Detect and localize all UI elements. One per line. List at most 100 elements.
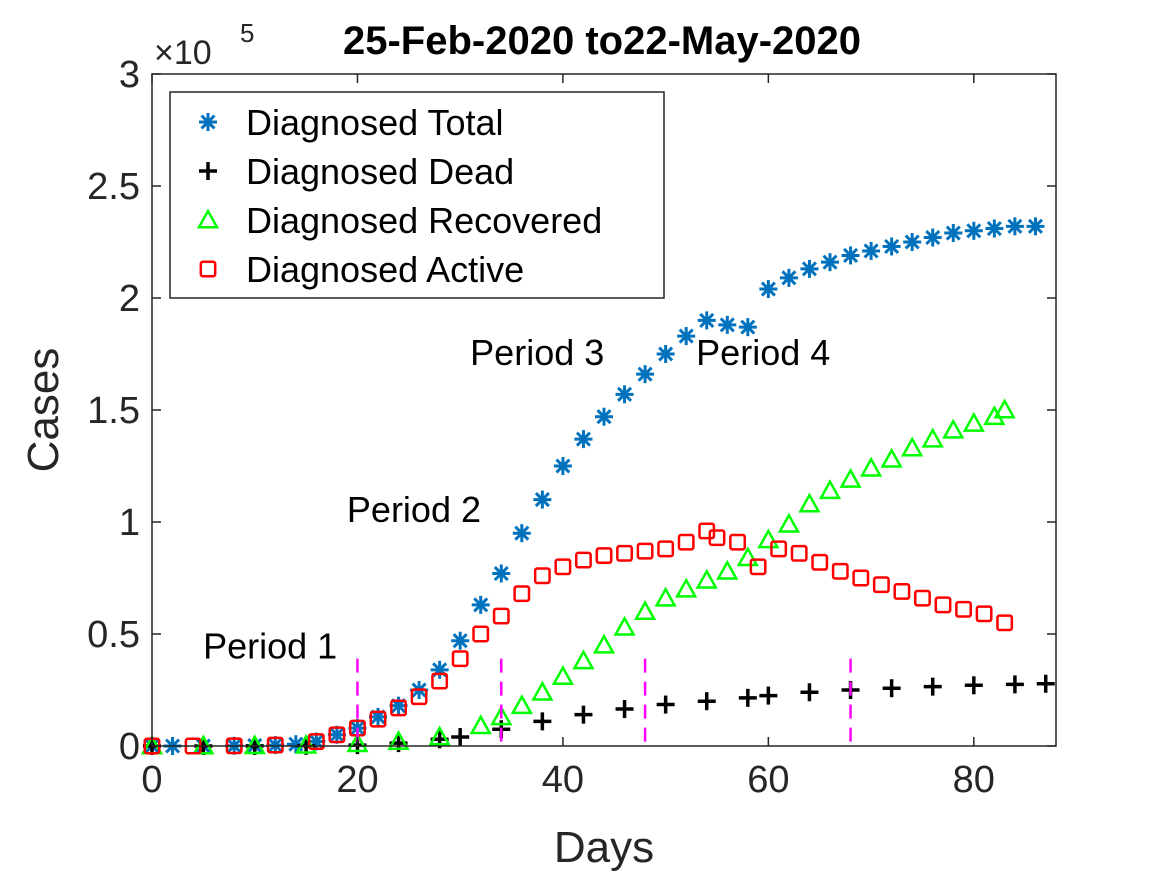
y-exponent-base: ×10 <box>154 34 212 72</box>
data-point-stroke <box>637 366 653 382</box>
x-tick-label: 80 <box>953 759 995 801</box>
legend-marker-stroke <box>200 114 216 130</box>
data-point <box>613 615 636 636</box>
legend-marker <box>199 260 217 278</box>
data-point <box>798 492 821 513</box>
data-point-stroke <box>822 254 838 270</box>
data-point <box>554 558 572 576</box>
data-point <box>770 540 788 558</box>
data-point <box>346 732 369 753</box>
data-point <box>512 524 531 543</box>
y-tick-label: 1 <box>119 502 140 544</box>
data-point <box>266 736 284 754</box>
data-point <box>1036 674 1055 693</box>
data-point <box>738 688 757 707</box>
data-point <box>1005 675 1024 694</box>
data-point <box>492 607 510 625</box>
data-point <box>800 259 819 278</box>
y-exponent-power: 5 <box>240 18 254 48</box>
data-point-stroke <box>781 270 797 286</box>
y-tick-label: 2.5 <box>87 166 140 208</box>
data-point <box>510 694 533 715</box>
data-point <box>677 533 695 551</box>
period-annotation: Period 2 <box>347 489 481 530</box>
data-point <box>811 553 829 571</box>
data-point <box>431 672 449 690</box>
data-point <box>595 547 613 565</box>
data-point <box>914 589 931 607</box>
data-point <box>451 650 469 668</box>
x-tick-label: 20 <box>336 759 378 801</box>
x-axis-label: Days <box>554 823 654 872</box>
x-tick-label: 0 <box>141 759 162 801</box>
data-point <box>718 315 737 334</box>
data-point <box>636 365 655 384</box>
data-point <box>985 219 1004 238</box>
data-point <box>944 224 963 243</box>
data-point <box>882 237 901 256</box>
data-point <box>616 544 633 562</box>
data-point <box>955 600 972 618</box>
data-point <box>716 559 739 580</box>
y-axis-label: Cases <box>19 348 68 473</box>
legend-item: Diagnosed Active <box>199 249 524 290</box>
data-point-stroke <box>884 238 900 255</box>
data-point <box>675 577 698 598</box>
data-point <box>975 605 993 623</box>
data-point <box>996 614 1014 632</box>
data-point <box>964 221 983 240</box>
data-point-stroke <box>699 312 715 328</box>
data-point <box>294 733 318 754</box>
data-point <box>656 345 675 363</box>
data-point-stroke <box>596 409 612 425</box>
data-point <box>307 733 325 750</box>
data-point-stroke <box>945 225 961 241</box>
data-point <box>729 533 746 551</box>
data-point-stroke <box>863 243 879 259</box>
data-point <box>923 228 942 247</box>
data-point <box>472 625 490 643</box>
data-point <box>677 327 696 346</box>
dividers-layer <box>356 658 852 746</box>
period-annotation: Period 1 <box>203 626 337 667</box>
data-point <box>862 241 881 260</box>
y-tick-label: 0.5 <box>87 614 140 656</box>
data-point <box>531 680 554 701</box>
data-point <box>369 710 387 728</box>
data-point <box>533 712 552 731</box>
data-point <box>410 688 428 706</box>
legend-marker <box>199 113 217 131</box>
data-point <box>934 596 952 614</box>
data-point-stroke <box>267 737 283 753</box>
data-point <box>983 405 1006 426</box>
data-point-stroke <box>493 565 509 582</box>
data-point <box>759 686 778 705</box>
data-point <box>328 726 346 744</box>
legend-label: Diagnosed Dead <box>246 151 514 192</box>
data-point <box>695 568 718 589</box>
data-point-stroke <box>843 247 859 263</box>
annotations-layer: Period 1 Period 2 Period 3 Period 4 <box>203 332 830 666</box>
data-point <box>192 734 215 755</box>
data-point <box>964 676 983 695</box>
data-point-stroke <box>719 317 735 333</box>
data-point <box>852 569 870 587</box>
y-tick-label: 1.5 <box>87 390 140 432</box>
data-point <box>839 467 862 488</box>
data-point <box>777 512 801 533</box>
data-point <box>759 280 778 299</box>
data-point <box>790 544 808 562</box>
data-point <box>697 692 716 711</box>
data-point <box>942 418 965 439</box>
data-point <box>428 725 451 746</box>
data-point <box>574 705 593 724</box>
data-point <box>923 677 942 696</box>
data-point <box>821 253 839 272</box>
data-point-stroke <box>555 458 571 474</box>
y-tick-label: 2 <box>119 278 140 320</box>
data-point <box>636 542 654 560</box>
data-point-stroke <box>617 386 633 402</box>
chart-title: 25-Feb-2020 to22-May-2020 <box>343 19 861 63</box>
data-point <box>882 679 901 698</box>
